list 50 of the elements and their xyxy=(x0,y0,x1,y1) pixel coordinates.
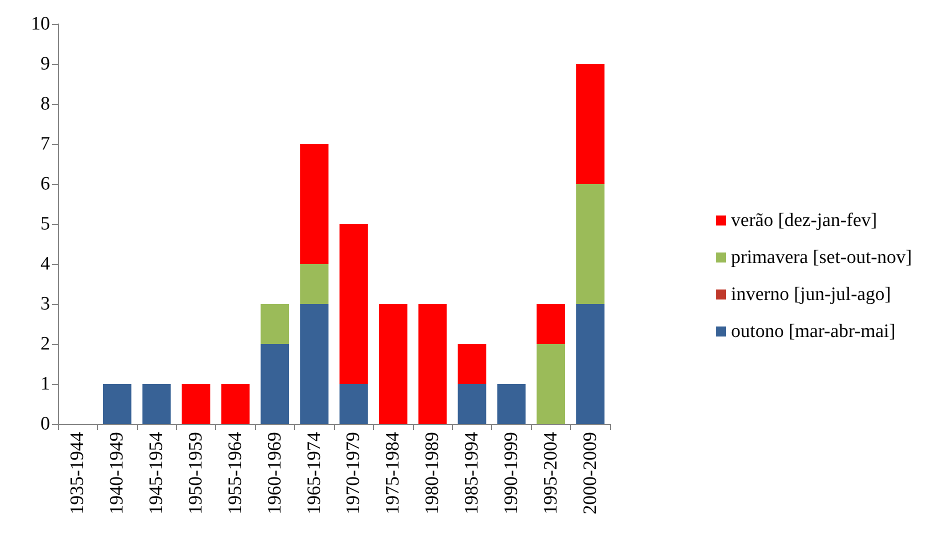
x-tick-label: 1950-1959 xyxy=(186,432,206,514)
bar xyxy=(576,64,604,184)
y-tick-label: 1 xyxy=(40,374,50,394)
y-tick-label: 9 xyxy=(40,54,50,74)
bar xyxy=(182,384,210,424)
bar xyxy=(260,344,290,424)
bar xyxy=(300,264,328,304)
legend-label: primavera [set-out-nov] xyxy=(731,247,912,268)
x-tick-label: 1955-1964 xyxy=(224,432,246,514)
bar xyxy=(300,144,328,264)
x-tick-label: 1975-1984 xyxy=(382,432,404,514)
legend-label: verão [dez-jan-fev] xyxy=(731,210,878,231)
legend-label: inverno [jun-jul-ago] xyxy=(731,284,891,305)
bar xyxy=(340,224,368,384)
y-tick-label: 8 xyxy=(40,94,50,114)
x-tick-label: 1985-1994 xyxy=(462,432,482,514)
x-tick-label: 1960-1969 xyxy=(264,432,286,514)
bar xyxy=(458,384,486,424)
x-tick-label: 1980-1989 xyxy=(422,432,444,514)
x-tick-label: 2000-2009 xyxy=(580,432,601,514)
bar xyxy=(221,384,250,424)
x-tick-label: 1965-1974 xyxy=(304,432,325,514)
bar xyxy=(340,384,368,424)
x-tick-label: 1970-1979 xyxy=(343,432,364,514)
bar xyxy=(378,304,408,424)
y-tick-label: 4 xyxy=(40,254,50,274)
x-tick-label: 1945-1954 xyxy=(146,432,168,514)
bar xyxy=(142,384,171,424)
y-tick-label: 6 xyxy=(40,174,50,194)
x-tick-label: 1990-1999 xyxy=(500,432,522,514)
y-tick-label: 2 xyxy=(40,334,50,354)
y-tick-label: 0 xyxy=(40,414,50,434)
y-tick-label: 7 xyxy=(40,134,50,154)
legend-label: outono [mar-abr-mai] xyxy=(731,321,896,342)
bar xyxy=(458,344,486,384)
y-tick-label: 5 xyxy=(40,214,50,234)
bar xyxy=(576,304,604,424)
x-tick-label: 1995-2004 xyxy=(540,432,562,514)
bar xyxy=(497,384,526,424)
bar xyxy=(536,344,566,424)
bar xyxy=(102,384,132,424)
x-tick-label: 1940-1949 xyxy=(106,432,128,514)
bar xyxy=(576,184,604,304)
y-tick-label: 10 xyxy=(31,14,50,34)
bar xyxy=(300,304,328,424)
bar xyxy=(536,304,566,344)
bar xyxy=(418,304,447,424)
x-tick-label: 1935-1944 xyxy=(67,432,88,514)
bar xyxy=(260,304,290,344)
y-tick-label: 3 xyxy=(40,294,50,314)
